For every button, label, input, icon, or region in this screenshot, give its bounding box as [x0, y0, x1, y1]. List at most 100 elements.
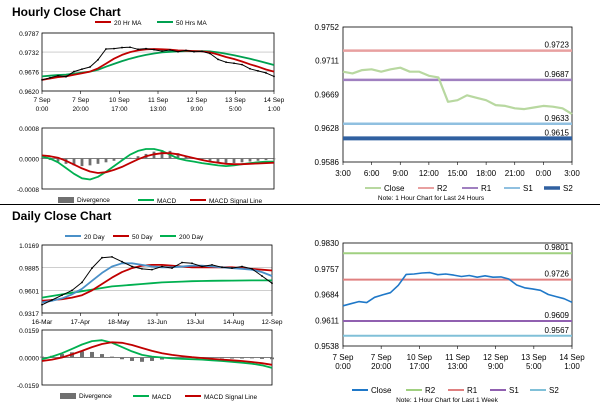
daily-macd-divergence-bar: [40, 356, 44, 358]
daily-price-xtick: 14-Aug: [223, 319, 244, 326]
hourly-price-point: [145, 47, 147, 50]
weekly-pivots-note: Note: 1 Hour Chart for Last 1 Week: [396, 397, 499, 404]
daily-price-point: [51, 299, 53, 301]
daily-price-xtick: 12-Sep: [262, 319, 283, 326]
hourly-price-xtick: 11 Sep: [148, 97, 169, 104]
daily-legend-divergence-swatch: [60, 393, 76, 399]
hourly-price-point: [161, 50, 163, 52]
hourly-macd-divergence-bar: [240, 158, 244, 163]
hourly-price-plot-area: [41, 32, 275, 92]
daily-macd-divergence-bar: [160, 357, 164, 360]
hourly-pivots-xtick: 3:00: [564, 169, 580, 178]
daily-price-ytick: 1.0169: [19, 243, 39, 250]
hourly-pivots-legend-r1-label: R1: [481, 184, 492, 193]
hourly-legend-divergence-label: Divergence: [77, 197, 110, 204]
hourly-price-xtick: 14 Sep: [264, 97, 285, 104]
hourly-macd-divergence-bar: [216, 158, 220, 163]
hourly-macd-divergence-bar: [264, 158, 268, 161]
daily-macd-divergence-bar: [60, 354, 64, 358]
daily-macd-divergence-bar: [230, 357, 234, 359]
hourly-pivots-note: Note: 1 Hour Chart for Last 24 Hours: [378, 195, 485, 202]
weekly-pivots-xtick: 10 Sep: [407, 353, 433, 362]
hourly-pivots-legend-s2-label: S2: [563, 184, 573, 193]
daily-price-point: [201, 265, 203, 268]
hourly-price-point: [153, 48, 155, 51]
daily-price-point: [241, 265, 243, 268]
hourly-pivot-s2-label: 0.9615: [545, 128, 570, 137]
daily-macd-divergence-bar: [210, 357, 214, 358]
daily-macd-divergence-bar: [80, 351, 84, 358]
daily-price-point: [231, 267, 233, 269]
daily-price-point: [251, 267, 253, 270]
weekly-pivots-legend-s2-label: S2: [549, 386, 559, 395]
hourly-macd-ytick: -0.0008: [17, 187, 39, 194]
hourly-pivots-xtick: 3:00: [335, 169, 351, 178]
daily-price-line: [41, 256, 273, 306]
hourly-price-point: [89, 66, 91, 68]
weekly-pivots-legend-r1-label: R1: [467, 386, 478, 395]
hourly-price-xtick: 9:00: [190, 106, 203, 113]
hourly-macd-divergence-bar: [272, 158, 276, 160]
hourly-macd-signal-line: [41, 152, 275, 174]
daily-price-point: [141, 267, 143, 270]
daily-legend-ma20-label: 20 Day: [84, 234, 105, 241]
daily-price-ma200-line: [41, 279, 272, 299]
weekly-pivots-xtick: 7 Sep: [333, 353, 354, 362]
daily-macd-divergence-bar: [120, 357, 124, 360]
daily-macd-signal-line: [41, 341, 273, 366]
daily-price-point: [161, 265, 163, 268]
weekly-pivots-xtick: 17:00: [409, 362, 430, 371]
daily-macd-divergence-bar: [260, 357, 264, 359]
weekly-pivots-ytick: 0.9538: [315, 342, 340, 351]
daily-price-point: [261, 275, 263, 277]
hourly-price-point: [177, 50, 179, 53]
weekly-pivots-xtick: 12 Sep: [483, 353, 509, 362]
hourly-pivots-ytick: 0.9628: [315, 124, 340, 133]
hourly-price-point: [97, 58, 99, 61]
section-divider: [0, 204, 600, 205]
hourly-pivots-legend-r2-label: R2: [437, 184, 448, 193]
hourly-price-xtick: 0:00: [36, 106, 49, 113]
weekly-pivots-xtick: 5:00: [526, 362, 542, 371]
hourly-macd-divergence-bar: [256, 158, 260, 161]
hourly-price-xtick: 1:00: [268, 106, 281, 113]
hourly-price-xtick: 17:00: [111, 106, 128, 113]
daily-price-xtick: 16-Mar: [32, 319, 53, 326]
daily-price-point: [101, 256, 103, 259]
weekly-pivot-s1-label: 0.9609: [545, 311, 570, 320]
hourly-price-point: [185, 49, 187, 52]
hourly-price-xtick: 12 Sep: [186, 97, 207, 104]
daily-macd-divergence-bar: [130, 357, 134, 361]
hourly-price-point: [257, 69, 259, 72]
hourly-price-xtick: 7 Sep: [72, 97, 89, 104]
hourly-macd-divergence-bar: [112, 158, 116, 161]
hourly-pivots-xtick: 12:00: [419, 169, 440, 178]
daily-price-point: [81, 281, 83, 284]
hourly-price-point: [201, 50, 203, 53]
weekly-pivots-legend-r2-label: R2: [425, 386, 436, 395]
hourly-pivots-xtick: 0:00: [536, 169, 552, 178]
weekly-pivots-ytick: 0.9830: [315, 239, 340, 248]
hourly-price-xtick: 5:00: [229, 106, 242, 113]
hourly-legend-ma50-label: 50 Hrs MA: [176, 20, 207, 27]
hourly-price-ytick: 0.9787: [19, 31, 39, 38]
daily-price-point: [181, 261, 183, 264]
hourly-macd-divergence-bar: [40, 158, 44, 159]
hourly-pivots-close-line: [342, 66, 573, 115]
weekly-pivots-close-line: [342, 271, 573, 307]
daily-price-point: [271, 282, 273, 285]
daily-legend-ma200-label: 200 Day: [179, 234, 204, 241]
daily-price-point: [221, 266, 223, 269]
hourly-macd-divergence-bar: [56, 158, 60, 162]
daily-section-title: Daily Close Chart: [12, 209, 112, 223]
daily-price-point: [71, 289, 73, 292]
weekly-pivots-xtick: 1:00: [564, 362, 580, 371]
hourly-price-point: [49, 76, 51, 79]
daily-price-point: [111, 255, 113, 258]
weekly-pivot-r2-label: 0.9801: [545, 243, 570, 252]
daily-price-point: [131, 265, 133, 268]
daily-price-point: [211, 263, 213, 266]
daily-macd-ytick: -0.0159: [17, 383, 39, 390]
hourly-price-point: [121, 46, 123, 49]
